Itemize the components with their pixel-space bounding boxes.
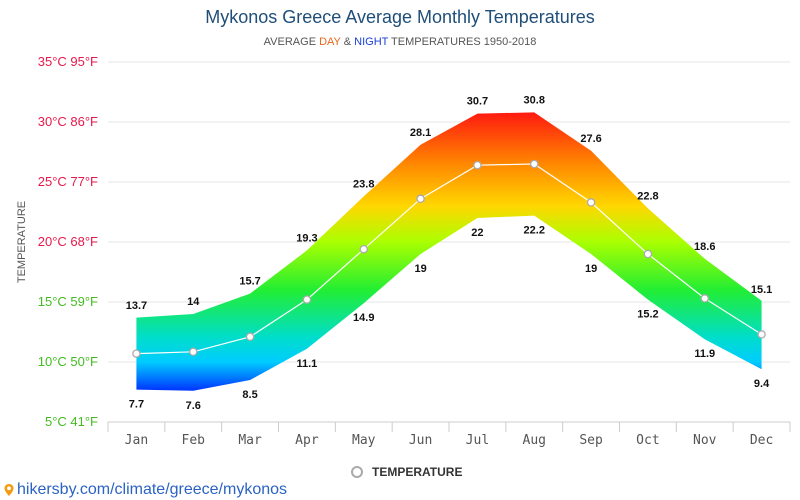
subtitle-suffix: TEMPERATURES 1950-2018 (388, 36, 537, 48)
temperature-band (136, 112, 762, 391)
x-tick-label-aug: Aug (523, 433, 546, 448)
average-point-apr (302, 295, 312, 304)
legend-marker-icon (351, 466, 363, 478)
night-label-feb: 7.6 (186, 400, 201, 412)
night-label-aug: 22.2 (524, 225, 545, 237)
average-point-nov (700, 294, 710, 303)
night-label-jul: 22 (471, 227, 483, 239)
y-tick-label-10: 10°C 50°F (38, 354, 98, 369)
legend[interactable]: TEMPERATURE (351, 463, 462, 481)
day-label-jan: 13.7 (126, 300, 147, 312)
average-point-sep (586, 198, 596, 207)
night-label-jan: 7.7 (129, 399, 144, 411)
day-label-sep: 27.6 (580, 133, 601, 145)
x-tick-label-apr: Apr (295, 433, 319, 448)
day-label-may: 23.8 (353, 178, 374, 190)
y-axis-title: TEMPERATURE (16, 201, 28, 283)
subtitle-night-word: NIGHT (354, 36, 389, 48)
y-tick-label-35: 35°C 95°F (38, 54, 98, 69)
y-tick-label-25: 25°C 77°F (38, 174, 98, 189)
night-label-mar: 8.5 (242, 389, 257, 401)
night-label-nov: 11.9 (694, 348, 715, 360)
average-point-feb (188, 347, 198, 357)
day-label-oct: 22.8 (637, 190, 658, 202)
average-point-aug (530, 159, 539, 169)
x-tick-label-jul: Jul (466, 433, 489, 448)
average-line (136, 163, 762, 355)
day-label-nov: 18.6 (694, 241, 715, 253)
night-label-dec: 9.4 (754, 378, 770, 390)
x-axis: Jan Feb Mar Apr May Jun Jul Aug Sep Oct Nov Dec (107, 422, 791, 448)
day-label-mar: 15.7 (239, 276, 260, 288)
average-point-jan (132, 349, 141, 358)
day-night-range-area (136, 112, 762, 391)
subtitle-amp: & (340, 36, 355, 48)
x-tick-label-nov: Nov (693, 433, 717, 448)
subtitle-prefix: AVERAGE (263, 36, 320, 48)
y-axis-ticks: 35°C 95°F 30°C 86°F 25°C 77°F 20°C 68°F 15°C… (38, 54, 98, 429)
data-labels: 13.7 14 15.7 19.3 23.8 28.1 30.7 30.8 27.6 22.8 18… (126, 94, 773, 411)
day-label-aug: 30.8 (524, 94, 545, 106)
average-point-mar (245, 332, 255, 342)
day-label-dec: 15.1 (751, 284, 772, 296)
y-tick-label-20: 20°C 68°F (38, 234, 98, 249)
day-label-feb: 14 (187, 296, 200, 308)
average-temperature-series (132, 159, 766, 358)
night-label-apr: 11.1 (297, 358, 318, 370)
x-tick-label-mar: Mar (238, 433, 262, 448)
y-tick-label-5: 5°C 41°F (45, 414, 98, 429)
legend-label: TEMPERATURE (372, 465, 463, 479)
source-link[interactable]: hikersby.com/climate/greece/mykonos (2, 480, 287, 500)
night-label-may: 14.9 (353, 312, 374, 324)
x-tick-label-jun: Jun (409, 433, 432, 448)
average-point-jul (473, 160, 482, 170)
average-point-may (359, 244, 368, 254)
night-label-oct: 15.2 (637, 309, 658, 321)
x-tick-label-feb: Feb (182, 433, 206, 448)
x-tick-label-may: May (352, 433, 376, 448)
average-point-oct (643, 249, 653, 259)
subtitle-day-word: DAY (319, 36, 341, 48)
day-label-jun: 28.1 (410, 127, 431, 139)
night-label-sep: 19 (585, 263, 597, 275)
y-tick-label-15: 15°C 59°F (38, 294, 98, 309)
chart-title: Mykonos Greece Average Monthly Temperatu… (205, 7, 595, 27)
average-point-jun (416, 194, 425, 204)
x-tick-label-jan: Jan (125, 433, 148, 448)
y-tick-label-30: 30°C 86°F (38, 114, 98, 129)
location-pin-icon (4, 484, 14, 496)
source-url: hikersby.com/climate/greece/mykonos (17, 481, 288, 498)
day-label-jul: 30.7 (467, 96, 488, 108)
day-label-apr: 19.3 (296, 232, 317, 244)
chart-subtitle: AVERAGE DAY & NIGHT TEMPERATURES 1950-20… (0, 36, 800, 48)
x-tick-label-oct: Oct (636, 433, 659, 448)
x-tick-label-dec: Dec (750, 433, 773, 448)
night-label-jun: 19 (414, 263, 426, 275)
average-point-dec (757, 330, 766, 339)
x-tick-label-sep: Sep (579, 433, 603, 448)
